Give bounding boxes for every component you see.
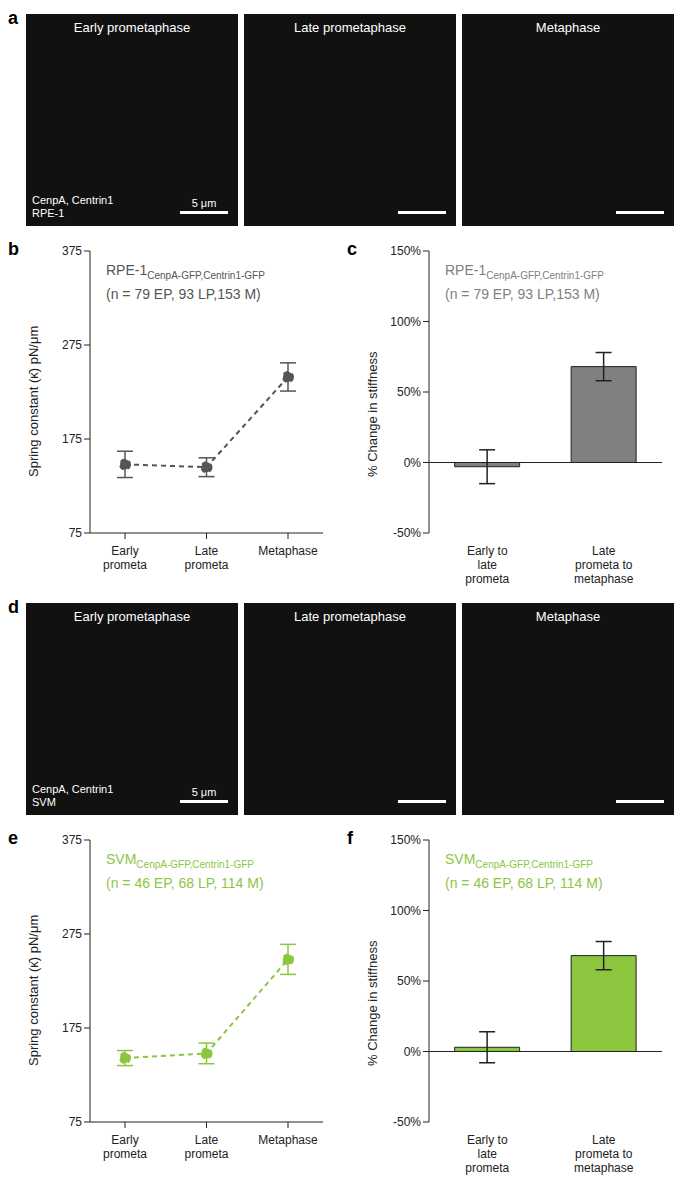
html-text:Late prometaphase: Late prometaphase xyxy=(294,20,406,35)
svg-text:-50%: -50% xyxy=(393,526,421,540)
html-text:f: f xyxy=(347,828,353,848)
svg-text:375: 375 xyxy=(62,833,82,847)
svg-text:Early tolateprometa: Early tolateprometa xyxy=(465,544,509,586)
svg-text:Early tolateprometa: Early tolateprometa xyxy=(465,1133,509,1175)
html-text:b: b xyxy=(8,239,19,259)
svg-text:50%: 50% xyxy=(397,974,421,988)
html-text:CenpA, Centrin1: CenpA, Centrin1 xyxy=(32,194,114,206)
html-text:RPE-1CenpA-GFP,Centrin1-GFP: RPE-1CenpA-GFP,Centrin1-GFP xyxy=(445,262,604,281)
svg-text:Earlyprometa: Earlyprometa xyxy=(103,544,147,572)
html-text:d: d xyxy=(8,597,19,617)
svg-text:175: 175 xyxy=(62,1021,82,1035)
html-text:(n = 79 EP, 93 LP,153 M): (n = 79 EP, 93 LP,153 M) xyxy=(106,285,261,302)
html-text:Metaphase: Metaphase xyxy=(535,609,601,624)
svg-text:375: 375 xyxy=(62,244,82,258)
svg-text:Lateprometa: Lateprometa xyxy=(184,1133,228,1161)
svg-text:% Change in stiffness: % Change in stiffness xyxy=(365,351,380,477)
svg-text:150%: 150% xyxy=(390,833,421,847)
svg-text:Lateprometa tometaphase: Lateprometa tometaphase xyxy=(574,544,634,586)
svg-text:% Change in stiffness: % Change in stiffness xyxy=(365,940,380,1066)
html-text:(n = 46 EP, 68 LP, 114 M): (n = 46 EP, 68 LP, 114 M) xyxy=(106,874,264,891)
svg-text:Spring constant (κ̄) pN/μm: Spring constant (κ̄) pN/μm xyxy=(26,326,41,477)
html-text:RPE-1: RPE-1 xyxy=(32,207,65,219)
svg-text:0%: 0% xyxy=(404,1045,422,1059)
svg-text:150%: 150% xyxy=(390,244,421,258)
svg-text:Spring constant (κ̄) pN/μm: Spring constant (κ̄) pN/μm xyxy=(26,915,41,1066)
svg-text:175: 175 xyxy=(62,432,82,446)
svg-text:100%: 100% xyxy=(390,904,421,918)
html-text:Early prometaphase: Early prometaphase xyxy=(73,609,191,624)
html-text:SVMCenpA-GFP,Centrin1-GFP: SVMCenpA-GFP,Centrin1-GFP xyxy=(106,851,254,870)
svg-text:Metaphase: Metaphase xyxy=(258,544,318,558)
html-text:SVM: SVM xyxy=(32,796,56,808)
html-text:RPE-1CenpA-GFP,Centrin1-GFP: RPE-1CenpA-GFP,Centrin1-GFP xyxy=(106,262,265,281)
html-text:SVMCenpA-GFP,Centrin1-GFP: SVMCenpA-GFP,Centrin1-GFP xyxy=(445,851,593,870)
svg-text:75: 75 xyxy=(69,526,83,540)
svg-text:50%: 50% xyxy=(397,385,421,399)
svg-text:Metaphase: Metaphase xyxy=(258,1133,318,1147)
svg-text:Lateprometa: Lateprometa xyxy=(184,544,228,572)
html-text:(n = 46 EP, 68 LP, 114 M): (n = 46 EP, 68 LP, 114 M) xyxy=(445,874,603,891)
svg-text:275: 275 xyxy=(62,927,82,941)
svg-text:75: 75 xyxy=(69,1115,83,1129)
svg-text:0%: 0% xyxy=(404,456,422,470)
html-text:5 μm: 5 μm xyxy=(191,786,217,798)
svg-text:-50%: -50% xyxy=(393,1115,421,1129)
html-text:Metaphase: Metaphase xyxy=(535,20,601,35)
html-text:Early prometaphase: Early prometaphase xyxy=(73,20,191,35)
svg-text:100%: 100% xyxy=(390,315,421,329)
svg-text:275: 275 xyxy=(62,338,82,352)
html-text:CenpA, Centrin1: CenpA, Centrin1 xyxy=(32,783,114,795)
svg-text:Earlyprometa: Earlyprometa xyxy=(103,1133,147,1161)
html-text:5 μm: 5 μm xyxy=(191,197,217,209)
html-text:e: e xyxy=(8,828,18,848)
html-text:c: c xyxy=(347,239,357,259)
html-text:(n = 79 EP, 93 LP,153 M): (n = 79 EP, 93 LP,153 M) xyxy=(445,285,600,302)
html-text:Late prometaphase: Late prometaphase xyxy=(294,609,406,624)
svg-text:Lateprometa tometaphase: Lateprometa tometaphase xyxy=(574,1133,634,1175)
html-text:a: a xyxy=(8,8,18,28)
